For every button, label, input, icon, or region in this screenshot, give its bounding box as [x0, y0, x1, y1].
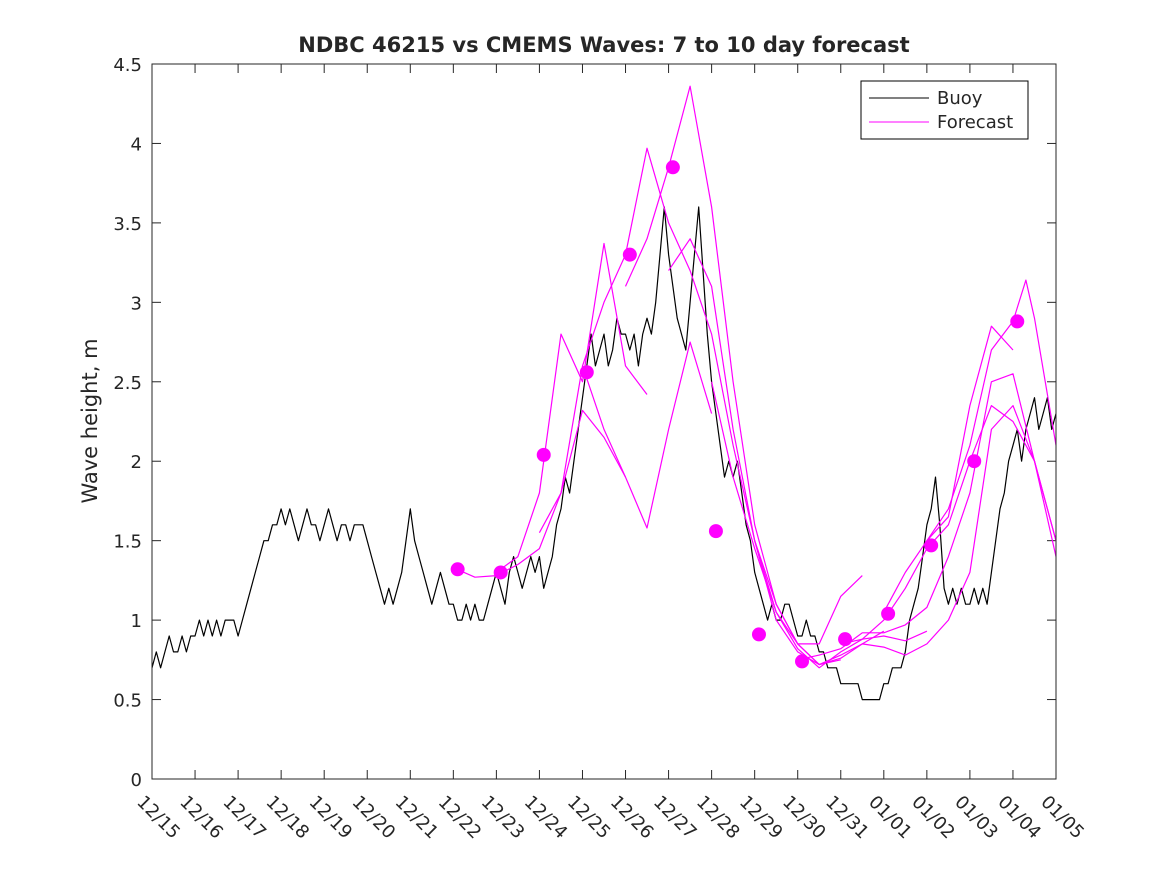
legend-box — [860, 80, 1029, 140]
forecast-series-line — [840, 405, 1056, 645]
y-tick-label: 3 — [131, 293, 142, 314]
forecast-markers — [450, 160, 1025, 669]
forecast-marker — [795, 654, 810, 669]
legend-forecast-label: Forecast — [937, 112, 1013, 133]
forecast-marker — [450, 562, 465, 577]
y-tick-label: 4.5 — [113, 55, 142, 76]
forecast-marker — [708, 524, 723, 539]
forecast-series-line — [926, 279, 1056, 542]
legend: Buoy Forecast — [860, 80, 1029, 140]
axes-box — [151, 63, 1057, 780]
forecast-series-line — [538, 341, 713, 533]
forecast-marker — [967, 454, 982, 469]
forecast-marker — [665, 160, 680, 175]
forecast-marker — [751, 627, 766, 642]
forecast-marker — [1010, 314, 1025, 329]
y-tick-label: 4 — [131, 134, 142, 155]
y-tick-label: 0 — [131, 770, 142, 791]
forecast-marker — [493, 565, 508, 580]
plot-area — [152, 64, 1056, 779]
y-tick-label: 2 — [131, 452, 142, 473]
y-tick-label: 1 — [131, 611, 142, 632]
forecast-series-line — [711, 381, 863, 645]
y-tick-label: 1.5 — [113, 532, 142, 553]
forecast-series-line — [797, 373, 1056, 661]
forecast-marker — [924, 538, 939, 553]
forecast-marker — [579, 365, 594, 380]
forecast-marker — [622, 247, 637, 262]
chart-title: NDBC 46215 vs CMEMS Waves: 7 to 10 day f… — [298, 33, 909, 57]
y-tick-label: 2.5 — [113, 373, 142, 394]
forecast-series-line — [453, 409, 627, 578]
y-axis-label: Wave height, m — [78, 338, 102, 503]
forecast-marker — [536, 447, 551, 462]
forecast-series-line — [496, 242, 648, 573]
y-axis-ticks: 0 0.5 1 1.5 2 2.5 3 3.5 4 4.5 — [113, 55, 1056, 791]
forecast-marker — [838, 632, 853, 647]
y-tick-label: 3.5 — [113, 214, 142, 235]
y-tick-label: 0.5 — [113, 691, 142, 712]
forecast-series-line — [883, 325, 1014, 613]
forecast-series-line — [668, 238, 928, 669]
forecast-marker — [881, 606, 896, 621]
buoy-series-line — [152, 206, 1056, 701]
legend-buoy-label: Buoy — [937, 88, 983, 109]
